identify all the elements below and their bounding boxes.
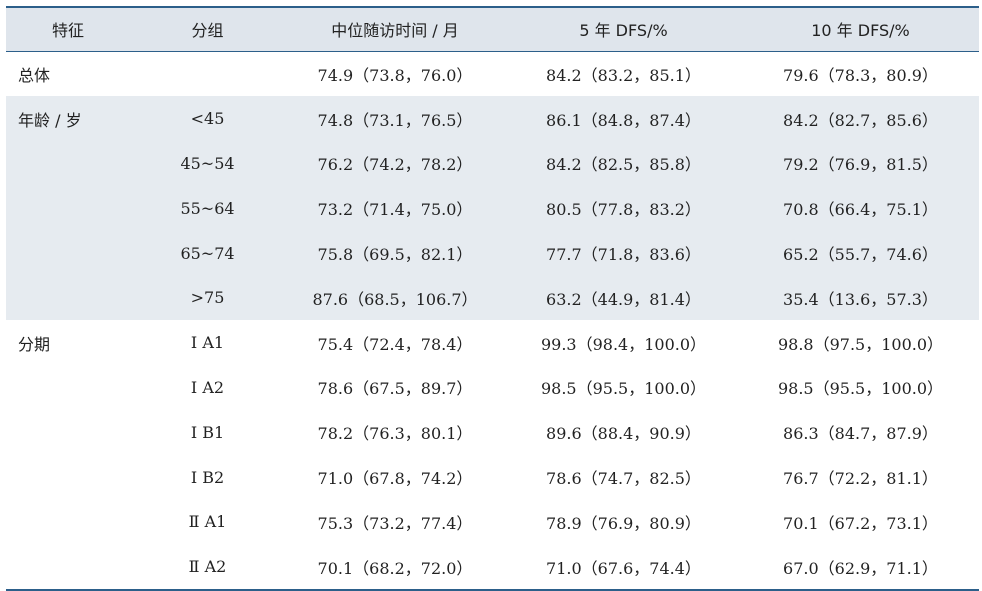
cell-feature: 年龄 / 岁 [18,110,82,130]
cell-dfs10: 70.8（66.4，75.1） [783,200,938,220]
header-group: 分组 [130,6,285,52]
cell-group: <45 [190,109,225,129]
cell-median: 74.8（73.1，76.5） [317,110,473,130]
cell-dfs10: 98.8（97.5，100.0） [777,334,944,354]
table-row: 55~64 73.2（71.4，75.0） 80.5（77.8，83.2） 70… [6,185,979,231]
table-row: 年龄 / 岁 <45 74.8（73.1，76.5） 86.1（84.8，87.… [6,96,979,142]
cell-dfs5: 89.6（88.4，90.9） [546,424,701,444]
cell-feature [6,365,130,410]
cell-group: 55~64 [180,198,235,218]
cell-median: 78.2（76.3，80.1） [317,424,473,444]
cell-group: Ⅰ B2 [190,467,225,487]
cell-feature: 分期 [18,334,51,354]
header-feature: 特征 [6,6,130,52]
cell-median: 76.2（74.2，78.2） [317,155,473,175]
cell-feature: 总体 [18,65,51,85]
cell-dfs5: 71.0（67.6，74.4） [505,544,742,591]
table-row: 45~54 76.2（74.2，78.2） 84.2（82.5，85.8） 79… [6,141,979,186]
cell-dfs10: 70.1（67.2，73.1） [783,513,938,533]
cell-median: 70.1（68.2，72.0） [285,544,505,591]
cell-feature [6,410,130,455]
table-row: >75 87.6（68.5，106.7） 63.2（44.9，81.4） 35.… [6,275,979,321]
cell-dfs5: 63.2（44.9，81.4） [546,289,701,309]
cell-dfs10: 84.2（82.7，85.6） [783,110,938,130]
cell-median: 73.2（71.4，75.0） [317,200,473,220]
table-row: Ⅱ A2 70.1（68.2，72.0） 71.0（67.6，74.4） 67.… [6,544,979,591]
cell-dfs5: 84.2（82.5，85.8） [546,155,701,175]
table-row: Ⅰ B1 78.2（76.3，80.1） 89.6（88.4，90.9） 86.… [6,410,979,455]
cell-group: >75 [190,288,225,308]
table-row: 分期 Ⅰ A1 75.4（72.4，78.4） 99.3（98.4，100.0）… [6,320,979,365]
cell-dfs5: 77.7（71.8，83.6） [546,245,701,265]
table-header-row: 特征 分组 中位随访时间 / 月 5 年 DFS/% 10 年 DFS/% [6,6,979,52]
header-10yr-dfs: 10 年 DFS/% [742,6,979,52]
cell-dfs5: 98.5（95.5，100.0） [540,379,707,399]
cell-dfs5: 78.9（76.9，80.9） [546,513,701,533]
cell-median: 87.6（68.5，106.7） [312,289,478,309]
cell-median: 75.8（69.5，82.1） [317,245,473,265]
cell-group: Ⅱ A2 [130,544,285,591]
dfs-table: 特征 分组 中位随访时间 / 月 5 年 DFS/% 10 年 DFS/% 总体… [6,6,979,591]
cell-dfs10: 35.4（13.6，57.3） [783,289,938,309]
cell-feature [6,186,130,231]
table-row: Ⅰ A2 78.6（67.5，89.7） 98.5（95.5，100.0） 98… [6,365,979,410]
cell-dfs5: 80.5（77.8，83.2） [546,200,701,220]
cell-dfs5: 78.6（74.7，82.5） [546,469,701,489]
cell-feature [6,141,130,186]
cell-median: 74.9（73.8，76.0） [317,65,473,85]
table-row: 总体 74.9（73.8，76.0） 84.2（83.2，85.1） 79.6（… [6,51,979,96]
cell-group: Ⅰ A2 [190,377,225,397]
cell-group [130,51,285,96]
cell-feature [6,499,130,544]
dfs-table-container: 特征 分组 中位随访时间 / 月 5 年 DFS/% 10 年 DFS/% 总体… [6,6,979,591]
cell-group: 65~74 [180,243,235,263]
cell-median: 75.3（73.2，77.4） [317,513,473,533]
cell-median: 75.4（72.4，78.4） [317,334,473,354]
header-median-followup: 中位随访时间 / 月 [285,6,505,52]
cell-group: Ⅰ A1 [190,333,225,353]
cell-dfs10: 98.5（95.5，100.0） [777,379,944,399]
cell-dfs5: 84.2（83.2，85.1） [546,65,701,85]
cell-median: 71.0（67.8，74.2） [317,469,473,489]
cell-dfs5: 99.3（98.4，100.0） [540,334,707,354]
cell-dfs5: 86.1（84.8，87.4） [546,110,701,130]
table-row: Ⅱ A1 75.3（73.2，77.4） 78.9（76.9，80.9） 70.… [6,499,979,544]
cell-feature [6,544,130,591]
cell-dfs10: 86.3（84.7，87.9） [783,424,938,444]
table-row: 65~74 75.8（69.5，82.1） 77.7（71.8，83.6） 65… [6,230,979,276]
cell-dfs10: 67.0（62.9，71.1） [742,544,979,591]
table-row: Ⅰ B2 71.0（67.8，74.2） 78.6（74.7，82.5） 76.… [6,455,979,500]
cell-dfs10: 65.2（55.7，74.6） [783,245,938,265]
cell-group: Ⅱ A1 [188,512,227,532]
header-5yr-dfs: 5 年 DFS/% [505,6,742,52]
cell-dfs10: 76.7（72.2，81.1） [783,469,938,489]
cell-feature [6,231,130,276]
cell-median: 78.6（67.5，89.7） [317,379,473,399]
cell-group: Ⅰ B1 [190,422,225,442]
cell-feature [6,455,130,500]
cell-feature [6,275,130,320]
cell-dfs10: 79.2（76.9，81.5） [783,155,938,175]
cell-group: 45~54 [180,153,235,173]
cell-dfs10: 79.6（78.3，80.9） [783,65,938,85]
